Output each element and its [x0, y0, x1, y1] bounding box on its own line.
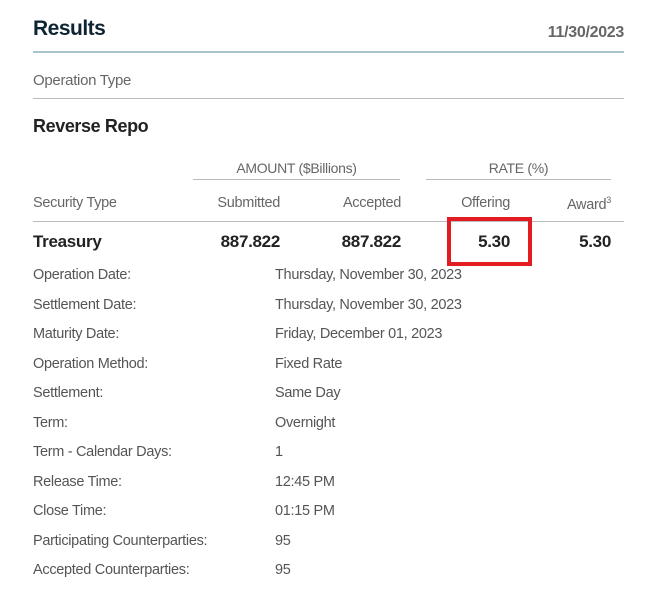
- header-divider: [33, 221, 624, 222]
- rate-group-header: RATE (%): [488, 160, 549, 176]
- detail-label: Settlement Date:: [33, 296, 137, 313]
- detail-label: Operation Date:: [33, 267, 131, 283]
- row-security-type: Treasury: [33, 232, 102, 251]
- operation-type-value: Reverse Repo: [33, 116, 149, 136]
- detail-value: 01:15 PM: [275, 503, 335, 519]
- detail-label: Close Time:: [33, 503, 107, 519]
- offering-highlight-box: [447, 217, 532, 266]
- rate-group-underline: [426, 179, 611, 180]
- detail-label: Accepted Counterparties:: [33, 562, 190, 578]
- award-footnote: 3: [606, 195, 611, 205]
- detail-label: Term:: [33, 414, 68, 431]
- detail-value: Thursday, November 30, 2023: [275, 267, 462, 283]
- col-award-label: Award: [566, 196, 607, 213]
- detail-value: Same Day: [275, 385, 341, 401]
- detail-value: 12:45 PM: [275, 473, 335, 490]
- col-security-type: Security Type: [33, 195, 117, 211]
- amount-group-header: AMOUNT ($Billions): [236, 160, 357, 176]
- col-offering: Offering: [461, 195, 510, 211]
- detail-value: Friday, December 01, 2023: [275, 326, 443, 342]
- amount-group-underline: [193, 179, 400, 180]
- detail-value: 95: [275, 562, 291, 578]
- detail-label: Term - Calendar Days:: [33, 444, 172, 460]
- row-offering: 5.30: [478, 232, 510, 251]
- col-award: Award3: [567, 195, 611, 213]
- detail-label: Participating Counterparties:: [33, 532, 208, 549]
- detail-value: Overnight: [275, 414, 336, 431]
- detail-value: Thursday, November 30, 2023: [275, 296, 462, 313]
- title-divider: [33, 51, 624, 53]
- col-submitted: Submitted: [217, 195, 280, 211]
- results-date: 11/30/2023: [547, 24, 625, 41]
- page-title: Results: [33, 17, 106, 40]
- detail-label: Operation Method:: [33, 355, 148, 372]
- detail-label: Release Time:: [33, 473, 122, 490]
- col-accepted: Accepted: [342, 195, 401, 211]
- row-accepted: 887.822: [341, 232, 402, 251]
- detail-label: Settlement:: [33, 385, 104, 401]
- row-award: 5.30: [579, 232, 611, 251]
- detail-value: Fixed Rate: [275, 355, 343, 372]
- operation-type-label: Operation Type: [33, 72, 132, 89]
- detail-value: 95: [275, 532, 291, 549]
- row-submitted: 887.822: [220, 232, 281, 251]
- divider: [33, 98, 624, 99]
- detail-label: Maturity Date:: [33, 326, 120, 342]
- detail-value: 1: [275, 444, 283, 460]
